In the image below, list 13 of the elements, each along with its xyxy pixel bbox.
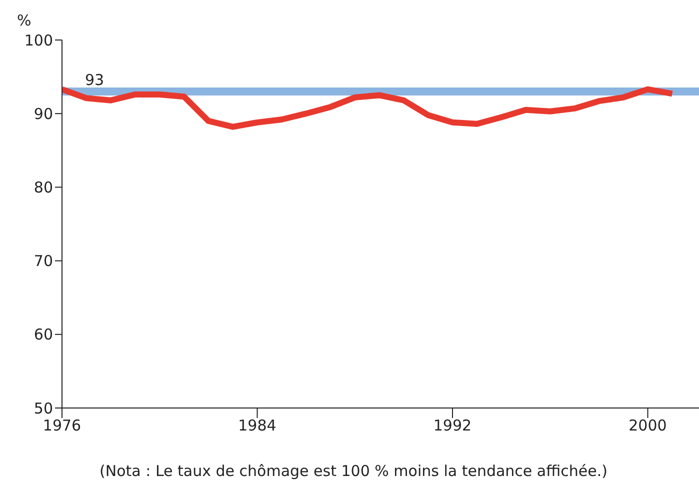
y-tick-label: 60 [34,326,53,344]
y-axis-title: % [17,12,32,30]
y-tick-label: 50 [34,399,53,418]
x-tick-label: 2000 [628,416,667,435]
ref-line-label: 93 [85,71,104,90]
x-tick-label: 1976 [42,416,82,435]
y-tick-label: 70 [34,252,53,270]
y-tick-label: 80 [34,178,53,197]
x-tick-label: 1992 [433,416,472,435]
text: (Nota : Le taux de chômage est 100 % moins la tendance affichée.) [98,462,608,480]
y-tick-label: 100 [24,31,53,50]
x-tick-label: 1984 [238,416,276,435]
y-tick-label: 90 [34,104,53,123]
